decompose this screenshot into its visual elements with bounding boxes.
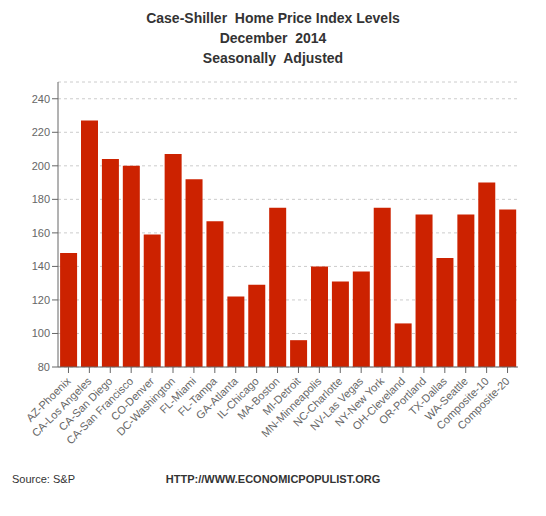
svg-text:OH-Cleveland: OH-Cleveland	[349, 374, 408, 433]
html-text:Seasonally Adjusted: Seasonally Adjusted	[202, 50, 344, 66]
svg-text:WA-Seattle: WA-Seattle	[422, 374, 470, 423]
svg-text:NV-Las Vegas: NV-Las Vegas	[307, 374, 366, 433]
svg-text:AZ-Phoenix: AZ-Phoenix	[23, 374, 73, 424]
svg-text:240: 240	[32, 93, 50, 105]
svg-text:220: 220	[32, 126, 50, 138]
svg-text:160: 160	[32, 227, 50, 239]
svg-text:180: 180	[32, 193, 50, 205]
svg-text:NC-Charlotte: NC-Charlotte	[290, 374, 345, 429]
svg-text:DC-Washington: DC-Washington	[114, 374, 178, 438]
svg-text:200: 200	[32, 160, 50, 172]
svg-text:CA-Los Angeles: CA-Los Angeles	[29, 374, 94, 439]
html-text:HTTP://WWW.ECONOMICPOPULIST.OR: HTTP://WWW.ECONOMICPOPULIST.ORG	[165, 473, 381, 485]
svg-text:MA-Boston: MA-Boston	[234, 374, 282, 422]
svg-text:OR-Portland: OR-Portland	[376, 374, 429, 427]
svg-text:NY-New York: NY-New York	[332, 374, 387, 429]
svg-text:CA-San Diego: CA-San Diego	[56, 374, 115, 433]
svg-text:FL-Miami: FL-Miami	[157, 374, 199, 416]
svg-text:FL-Tampa: FL-Tampa	[175, 374, 220, 419]
svg-text:Composite-20: Composite-20	[455, 375, 512, 432]
html-text:Source: S&P: Source: S&P	[12, 473, 75, 485]
svg-text:Composite-10: Composite-10	[434, 374, 491, 432]
svg-text:100: 100	[32, 327, 50, 339]
svg-text:MI-Detroit: MI-Detroit	[260, 374, 303, 418]
svg-text:MN-Minneapolis: MN-Minneapolis	[258, 374, 324, 440]
svg-text:120: 120	[32, 294, 50, 306]
svg-text:CO-Denver: CO-Denver	[108, 374, 157, 423]
html-text:Case-Shiller Home Price Index: Case-Shiller Home Price Index Levels	[146, 10, 400, 26]
html-text:December 2014: December 2014	[219, 30, 327, 46]
svg-text:GA-Atlanta: GA-Atlanta	[193, 374, 240, 422]
svg-text:IL-Chicago: IL-Chicago	[214, 374, 261, 421]
svg-text:TX-Dallas: TX-Dallas	[406, 374, 450, 418]
svg-text:80: 80	[38, 361, 50, 373]
svg-text:140: 140	[32, 260, 50, 272]
svg-text:CA-San Francisco: CA-San Francisco	[63, 374, 136, 447]
